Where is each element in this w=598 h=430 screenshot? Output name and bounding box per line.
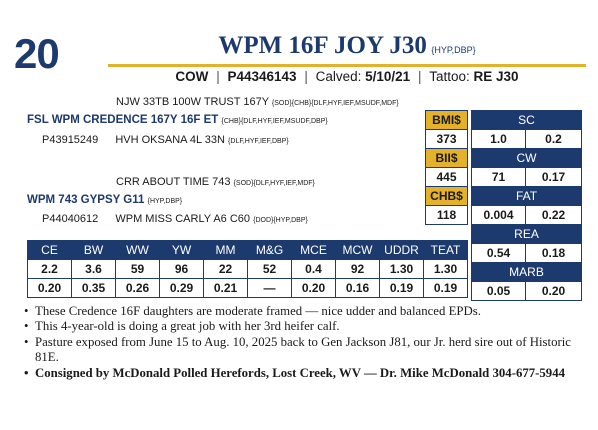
epd-table: CE BW WW YW MM M&G MCE MCW UDDR TEAT 2.2… [27, 240, 468, 298]
tattoo-label: Tattoo: [429, 69, 470, 84]
carcass-trait-header: MARB [471, 262, 582, 282]
epd-accuracy-row: 0.20 0.35 0.26 0.29 0.21 — 0.20 0.16 0.1… [27, 278, 468, 298]
carcass-epd: 71 [471, 167, 526, 187]
pedigree-sire: FSL WPM CREDENCE 167Y 16F ET {CHB}{DLF,H… [27, 114, 328, 126]
lot-notes: These Credence 16F daughters are moderat… [24, 304, 584, 381]
epd-value: 22 [203, 259, 248, 279]
separator: | [304, 69, 308, 84]
pedigree-codes: {HYP,DBP} [147, 198, 183, 205]
separator: | [417, 69, 422, 84]
epd-value: 1.30 [423, 259, 468, 279]
carcass-trait-header: SC [471, 110, 582, 130]
index-value: 445 [425, 167, 468, 187]
carcass-accuracy: 0.20 [525, 281, 582, 301]
epd-accuracy: — [247, 278, 292, 298]
pedigree-name: CRR ABOUT TIME 743 [116, 176, 231, 188]
carcass-trait-header: CW [471, 148, 582, 168]
calved-label: Calved: [315, 69, 362, 84]
epd-value: 3.6 [71, 259, 116, 279]
note-item: These Credence 16F daughters are moderat… [24, 304, 584, 320]
epd-value: 92 [335, 259, 380, 279]
epd-accuracy: 0.20 [27, 278, 72, 298]
consignor-note: Consigned by McDonald Polled Herefords, … [24, 366, 584, 382]
epd-value: 1.30 [379, 259, 424, 279]
animal-name: WPM 16F JOY J30 [218, 32, 427, 59]
carcass-epd: 1.0 [471, 129, 526, 149]
carcass-accuracy: 0.18 [525, 243, 582, 263]
carcass-accuracy: 0.2 [525, 129, 582, 149]
carcass-table: SC 1.0 0.2 CW 71 0.17 FAT 0.004 0.22 REA 0.… [471, 110, 582, 301]
pedigree-codes: {DLF,HYF,IEF,DBP} [228, 138, 289, 145]
pedigree-dam: WPM 743 GYPSY G11 {HYP,DBP} [27, 194, 182, 206]
pedigree-name: WPM 743 GYPSY G11 [27, 194, 145, 206]
lot-number: 20 [14, 30, 60, 77]
epd-accuracy: 0.21 [203, 278, 248, 298]
epd-header: WW [115, 240, 160, 260]
carcass-epd: 0.54 [471, 243, 526, 263]
pedigree-sire-registration: P43915249 [42, 134, 99, 146]
index-value: 373 [425, 129, 468, 149]
epd-header: TEAT [423, 240, 468, 260]
pedigree-name: WPM MISS CARLY A6 C60 [115, 213, 251, 225]
index-label: CHB$ [425, 186, 468, 206]
animal-title: WPM 16F JOY J30 {HYP,DBP} [110, 32, 584, 60]
epd-header-row: CE BW WW YW MM M&G MCE MCW UDDR TEAT [27, 240, 468, 260]
pedigree-name: HVH OKSANA 4L 33N [115, 134, 225, 146]
tattoo-value: RE J30 [473, 69, 519, 84]
epd-header: MM [203, 240, 248, 260]
note-item: Pasture exposed from June 15 to Aug. 10,… [24, 335, 584, 366]
epd-header: M&G [247, 240, 292, 260]
title-divider [108, 64, 586, 67]
animal-registration: P44346143 [227, 69, 297, 84]
carcass-epd: 0.004 [471, 205, 526, 225]
epd-accuracy: 0.19 [379, 278, 424, 298]
epd-header: MCW [335, 240, 380, 260]
epd-accuracy: 0.35 [71, 278, 116, 298]
epd-header: UDDR [379, 240, 424, 260]
epd-accuracy: 0.16 [335, 278, 380, 298]
index-label: BMI$ [425, 110, 468, 130]
pedigree-codes: {SOD}{DLF,HYF,IEF,MDF} [233, 180, 315, 187]
note-item: This 4-year-old is doing a great job wit… [24, 319, 584, 335]
epd-value: 59 [115, 259, 160, 279]
epd-accuracy: 0.19 [423, 278, 468, 298]
epd-value: 2.2 [27, 259, 72, 279]
carcass-epd: 0.05 [471, 281, 526, 301]
carcass-trait-header: FAT [471, 186, 582, 206]
epd-header: BW [71, 240, 116, 260]
animal-codes: {HYP,DBP} [431, 45, 476, 55]
index-label: BII$ [425, 148, 468, 168]
epd-value-row: 2.2 3.6 59 96 22 52 0.4 92 1.30 1.30 [27, 259, 468, 279]
epd-value: 0.4 [291, 259, 336, 279]
epd-header: YW [159, 240, 204, 260]
calved-date: 5/10/21 [365, 69, 411, 84]
pedigree-dam-dam: P44040612 WPM MISS CARLY A6 C60 {DOD}{HY… [42, 213, 308, 225]
pedigree-sire-sire: NJW 33TB 100W TRUST 167Y {SOD}{CHB}{DLF,… [116, 96, 399, 108]
carcass-accuracy: 0.17 [525, 167, 582, 187]
pedigree-name: FSL WPM CREDENCE 167Y 16F ET [27, 114, 219, 126]
index-value: 118 [425, 205, 468, 225]
epd-value: 52 [247, 259, 292, 279]
pedigree-codes: {CHB}{DLF,HYF,IEF,MSUDF,DBP} [221, 118, 328, 125]
animal-sex: COW [175, 69, 209, 84]
carcass-accuracy: 0.22 [525, 205, 582, 225]
pedigree-codes: {DOD}{HYP,DBP} [253, 217, 308, 224]
pedigree-dam-sire: CRR ABOUT TIME 743 {SOD}{DLF,HYF,IEF,MDF… [116, 176, 315, 188]
epd-header: CE [27, 240, 72, 260]
epd-value: 96 [159, 259, 204, 279]
pedigree-dam-registration: P44040612 [42, 213, 99, 225]
pedigree-name: NJW 33TB 100W TRUST 167Y [116, 96, 269, 108]
epd-accuracy: 0.26 [115, 278, 160, 298]
epd-accuracy: 0.20 [291, 278, 336, 298]
epd-header: MCE [291, 240, 336, 260]
carcass-trait-header: REA [471, 224, 582, 244]
epd-accuracy: 0.29 [159, 278, 204, 298]
pedigree-sire-dam: P43915249 HVH OKSANA 4L 33N {DLF,HYF,IEF… [42, 134, 289, 146]
pedigree-codes: {SOD}{CHB}{DLF,HYF,IEF,MSUDF,MDF} [271, 100, 399, 107]
separator: | [216, 69, 220, 84]
index-table: BMI$ 373 BII$ 445 CHB$ 118 [425, 110, 468, 225]
animal-identification: COW | P44346143 | Calved: 5/10/21 | Tatt… [108, 69, 586, 84]
